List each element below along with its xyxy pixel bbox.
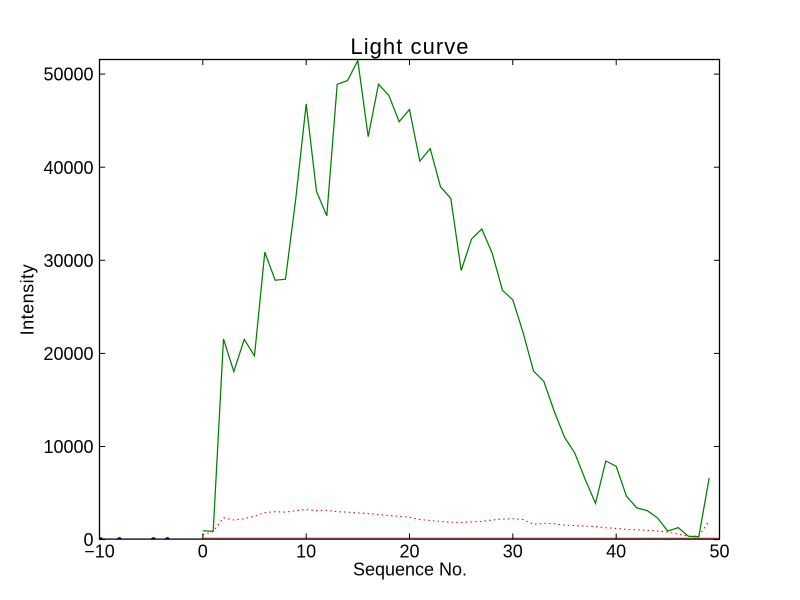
svg-text:0: 0: [198, 542, 208, 562]
svg-text:−10: −10: [84, 542, 115, 562]
svg-text:40000: 40000: [43, 158, 93, 178]
svg-text:Sequence No.: Sequence No.: [353, 559, 467, 579]
svg-text:Intensity: Intensity: [17, 264, 37, 336]
svg-text:50: 50: [709, 542, 729, 562]
svg-text:20: 20: [399, 542, 419, 562]
svg-text:30: 30: [503, 542, 523, 562]
svg-text:20000: 20000: [43, 344, 93, 364]
svg-text:10000: 10000: [43, 437, 93, 457]
svg-text:10: 10: [296, 542, 316, 562]
svg-text:40: 40: [606, 542, 626, 562]
svg-text:30000: 30000: [43, 251, 93, 271]
svg-text:Light curve: Light curve: [350, 34, 469, 59]
svg-text:50000: 50000: [43, 65, 93, 85]
svg-text:0: 0: [83, 530, 93, 550]
